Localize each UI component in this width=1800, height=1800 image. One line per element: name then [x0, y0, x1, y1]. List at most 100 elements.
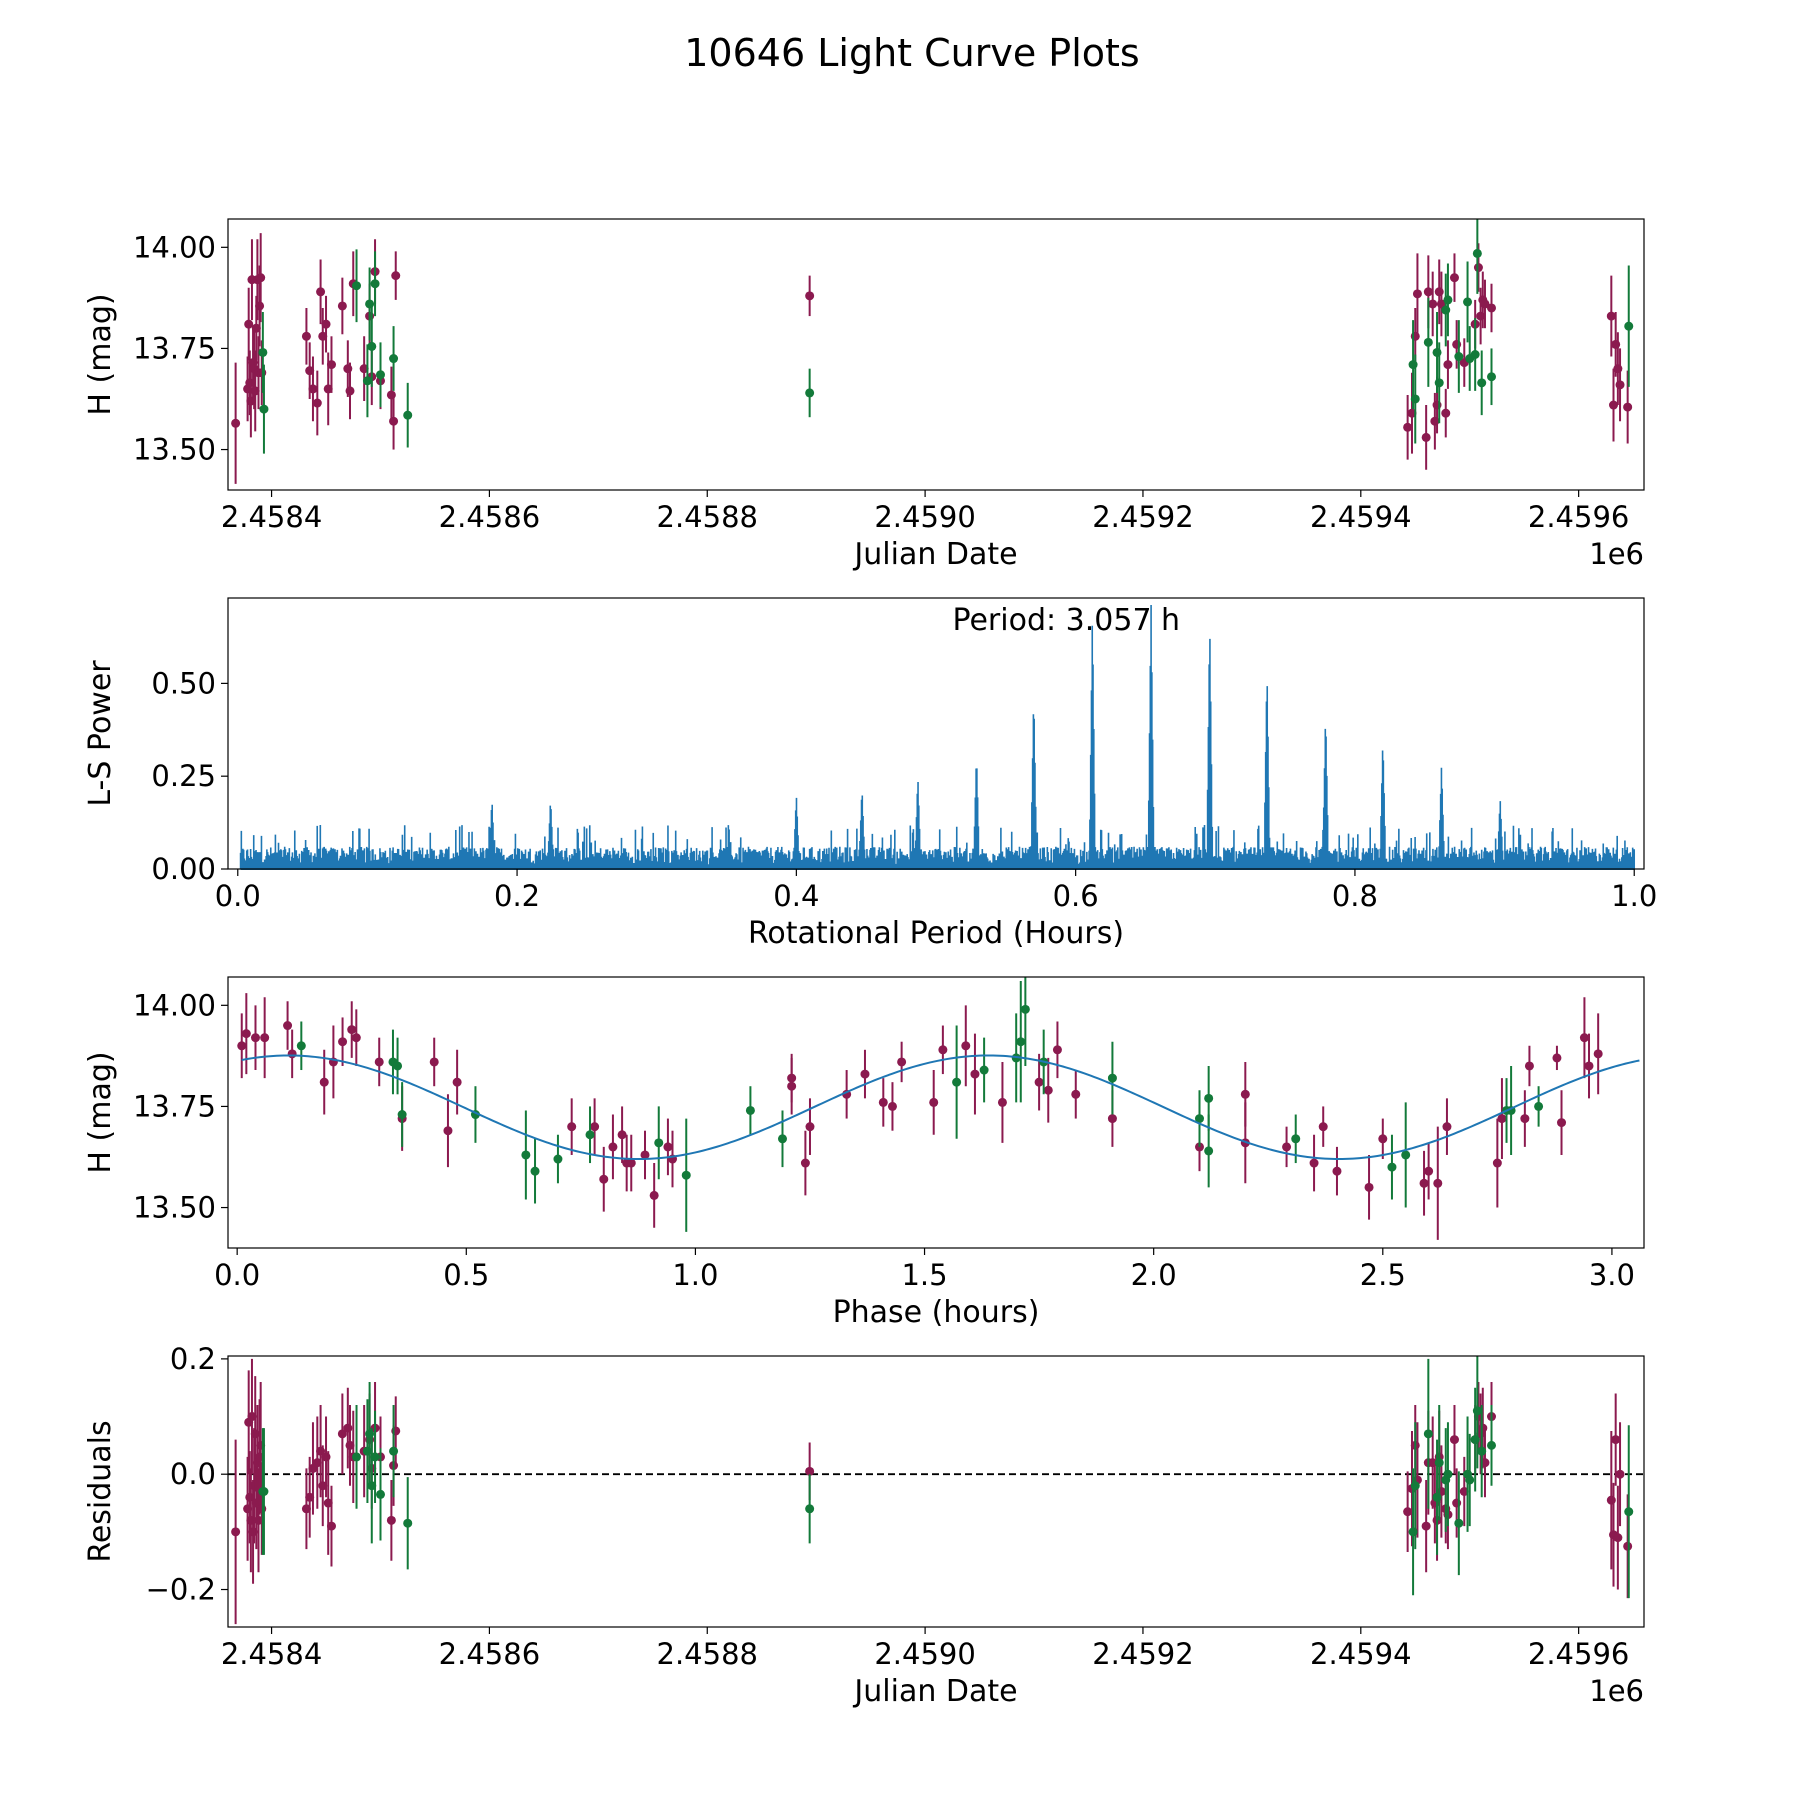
- data-point: [301, 331, 311, 341]
- data-point: [1615, 1469, 1625, 1479]
- x-offset-label: 1e6: [1589, 1674, 1644, 1708]
- data-point: [997, 1097, 1007, 1107]
- data-point: [1584, 1061, 1594, 1071]
- x-tick-label: 2.4596: [1528, 1637, 1629, 1671]
- data-point: [250, 1033, 260, 1043]
- data-point: [681, 1170, 691, 1180]
- data-point: [805, 291, 815, 301]
- data-point: [1364, 1182, 1374, 1192]
- data-point: [805, 1466, 815, 1476]
- x-tick-label: 2.4592: [1092, 500, 1193, 534]
- x-tick-label: 1.5: [901, 1258, 947, 1292]
- data-point: [1442, 1122, 1452, 1132]
- data-point: [1606, 311, 1616, 321]
- data-point: [1449, 1435, 1459, 1445]
- data-point: [1492, 1158, 1502, 1168]
- data-point: [312, 1458, 322, 1468]
- data-point: [237, 1041, 247, 1051]
- data-point: [1615, 380, 1625, 390]
- x-tick-label: 0.8: [1332, 879, 1378, 913]
- data-point: [805, 388, 815, 398]
- data-point: [248, 1527, 258, 1537]
- y-tick-label: 13.75: [133, 1089, 216, 1123]
- data-point: [961, 1041, 971, 1051]
- light-curve-panel: 2.4584 2.4586 2.4588 2.4590 2.4592 2.4594 2.45…: [83, 218, 1645, 572]
- data-point: [375, 370, 385, 380]
- data-point: [386, 1515, 396, 1525]
- data-point: [255, 1452, 265, 1462]
- data-point: [318, 331, 328, 341]
- data-point: [1434, 378, 1444, 388]
- data-point: [649, 1190, 659, 1200]
- x-tick-label: 1.0: [1611, 879, 1657, 913]
- data-point: [1419, 1178, 1429, 1188]
- x-axis-label: Phase (hours): [833, 1295, 1040, 1330]
- data-point: [316, 287, 326, 297]
- x-axis-label: Julian Date: [852, 537, 1017, 572]
- x-tick-label: 2.4584: [221, 1637, 322, 1671]
- data-point: [1611, 1435, 1621, 1445]
- y-tick-label: 14.00: [133, 988, 216, 1022]
- x-tick-label: 0.5: [443, 1258, 489, 1292]
- data-point: [654, 1138, 664, 1148]
- data-point: [351, 1033, 361, 1043]
- data-point: [1043, 1085, 1053, 1095]
- data-point: [805, 1122, 815, 1132]
- data-point: [389, 416, 399, 426]
- data-point: [800, 1158, 810, 1168]
- x-tick-label: 0.6: [1053, 879, 1099, 913]
- data-point: [1487, 372, 1497, 382]
- data-point: [443, 1126, 453, 1136]
- data-point: [452, 1077, 462, 1087]
- data-point: [326, 360, 336, 370]
- data-point: [1473, 263, 1483, 273]
- model-curve: [241, 1054, 1640, 1161]
- x-tick-label: 2.4586: [439, 1637, 540, 1671]
- data-point: [323, 1498, 333, 1508]
- data-point: [319, 1077, 329, 1087]
- series-r: [237, 993, 1603, 1240]
- x-tick-label: 2.4594: [1310, 1637, 1411, 1671]
- data-point: [1428, 299, 1438, 309]
- data-point: [608, 1142, 618, 1152]
- data-point: [321, 319, 331, 329]
- data-point: [929, 1097, 939, 1107]
- data-point: [1443, 360, 1453, 370]
- data-point: [1434, 1458, 1444, 1468]
- data-point: [253, 1515, 263, 1525]
- data-point: [1579, 1033, 1589, 1043]
- data-point: [1480, 299, 1490, 309]
- x-tick-label: 0.0: [215, 879, 261, 913]
- x-tick-label: 0.2: [494, 879, 540, 913]
- data-point: [521, 1150, 531, 1160]
- data-point: [251, 323, 261, 333]
- data-point: [1497, 1114, 1507, 1124]
- y-axis-label: Residuals: [83, 1420, 118, 1562]
- data-point: [1291, 1134, 1301, 1144]
- x-tick-label: 0.0: [214, 1258, 260, 1292]
- data-point: [1623, 402, 1633, 412]
- data-point: [1071, 1089, 1081, 1099]
- data-point: [345, 386, 355, 396]
- axes-frame: [227, 976, 1645, 1249]
- data-point: [393, 1061, 403, 1071]
- axes-frame: [227, 218, 1645, 491]
- data-point: [1387, 1162, 1397, 1172]
- x-tick-label: 2.4586: [439, 500, 540, 534]
- data-point: [1421, 432, 1431, 442]
- data-point: [805, 1504, 815, 1514]
- data-point: [231, 418, 241, 428]
- data-point: [374, 1057, 384, 1067]
- data-point: [1423, 337, 1433, 347]
- data-point: [1487, 1440, 1497, 1450]
- data-point: [308, 384, 318, 394]
- data-point: [1423, 287, 1433, 297]
- data-point: [1480, 1458, 1490, 1468]
- data-point: [626, 1158, 636, 1168]
- series-g: [296, 977, 1544, 1232]
- data-point: [403, 1518, 413, 1528]
- data-point: [367, 341, 377, 351]
- series-g: [258, 1356, 1634, 1599]
- y-axis-label: H (mag): [83, 1051, 118, 1173]
- data-point: [1052, 1045, 1062, 1055]
